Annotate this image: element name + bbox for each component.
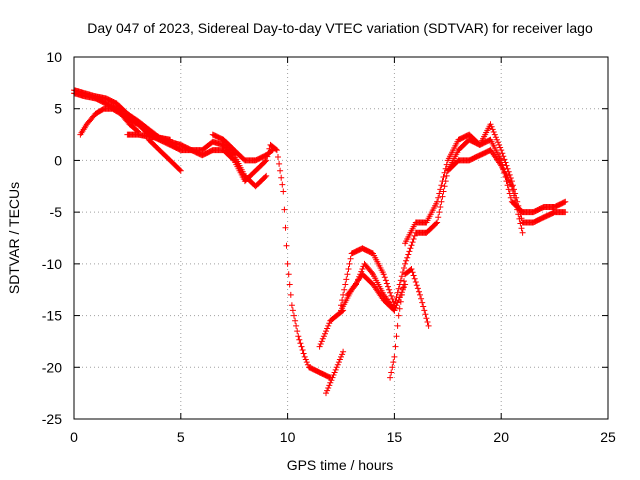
- ticks: 0 5 10 15 20 25 10 5 0 -5 -10 -15 -20 -25: [42, 49, 616, 445]
- plus-markers: [387, 266, 432, 381]
- plus-markers: [338, 271, 398, 314]
- y-tick-label: -25: [42, 411, 62, 427]
- x-axis-label: GPS time / hours: [287, 457, 394, 473]
- plus-markers: [323, 348, 347, 397]
- y-tick-label: -20: [42, 359, 62, 375]
- plus-markers: [71, 90, 334, 381]
- series-arc-dip-2: [124, 131, 174, 143]
- series-arc-climb-1: [391, 121, 569, 309]
- series-arc-rise: [77, 105, 142, 138]
- series-arc-drop-recover: [387, 266, 432, 381]
- series-arc-mid-tail: [209, 131, 276, 164]
- y-tick-label: 10: [46, 49, 62, 65]
- data-points: [71, 87, 569, 397]
- plus-markers: [391, 121, 569, 309]
- x-tick-label: 15: [387, 429, 403, 445]
- plus-markers: [77, 105, 142, 138]
- series-arc-main-a: [71, 90, 334, 381]
- x-tick-label: 0: [70, 429, 78, 445]
- plus-markers: [145, 136, 184, 174]
- grid: [74, 57, 608, 419]
- plus-markers: [338, 245, 398, 309]
- series-arc-hump-3: [338, 271, 398, 314]
- plus-markers: [444, 147, 526, 236]
- series-arc-recover: [316, 307, 347, 350]
- y-tick-label: 5: [54, 101, 62, 117]
- plus-markers: [124, 131, 174, 143]
- y-tick-label: -15: [42, 308, 62, 324]
- series-arc-dip-1: [145, 136, 184, 174]
- y-tick-label: -5: [50, 204, 63, 220]
- series-arc-climb-3: [444, 147, 526, 236]
- plot-frame: [73, 56, 609, 420]
- series-arc-climb-2: [402, 131, 569, 247]
- y-axis-label: SDTVAR / TECUs: [6, 182, 22, 294]
- x-tick-label: 10: [280, 429, 296, 445]
- y-tick-label: -10: [42, 256, 62, 272]
- plus-markers: [209, 131, 276, 164]
- x-tick-label: 20: [493, 429, 509, 445]
- series-arc-low: [323, 348, 347, 397]
- x-tick-label: 25: [600, 429, 616, 445]
- x-tick-label: 5: [177, 429, 185, 445]
- series-arc-hump-1: [338, 245, 398, 309]
- chart-title: Day 047 of 2023, Sidereal Day-to-day VTE…: [87, 20, 593, 36]
- y-tick-label: 0: [54, 152, 62, 168]
- plus-markers: [316, 307, 347, 350]
- plus-markers: [402, 131, 569, 247]
